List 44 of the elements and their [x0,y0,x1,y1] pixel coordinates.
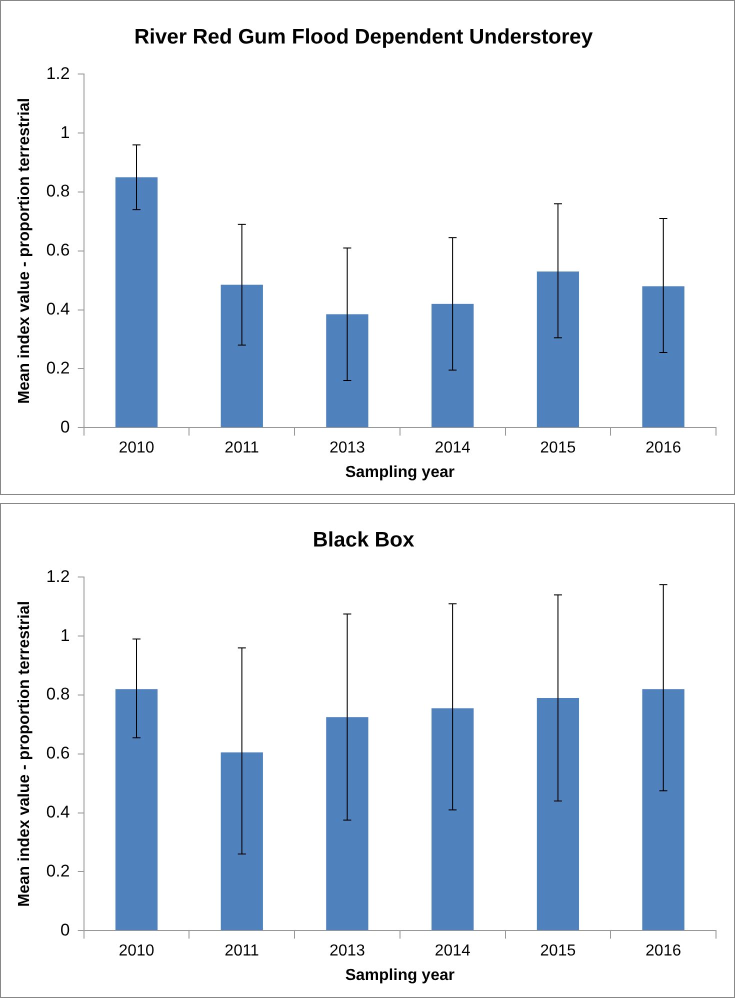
y-tick-label: 0.4 [46,802,70,822]
chart-title: Black Box [312,528,415,552]
y-tick-label: 0.8 [46,182,70,201]
bar [536,698,580,930]
y-axis-title: Mean index value - proportion terrestrial [16,98,34,404]
x-tick-label: 2015 [540,440,576,457]
x-axis-title: Sampling year [345,966,455,984]
y-tick-label: 0.6 [46,240,70,260]
x-tick-label: 2014 [434,440,470,457]
x-tick-label: 2013 [329,942,366,960]
x-tick-label: 2013 [329,440,366,457]
y-tick-label: 0.4 [46,299,70,318]
bar [642,286,684,428]
bar [326,717,368,930]
y-tick-label: 0.8 [46,684,70,704]
y-tick-label: 0.2 [46,358,70,378]
y-tick-label: 1 [60,122,70,142]
x-axis-title: Sampling year [345,464,455,481]
y-tick-label: 0 [60,920,70,940]
y-tick-label: 1.2 [46,566,70,586]
bar [220,752,263,930]
x-tick-label: 2011 [224,440,260,457]
chart-title: River Red Gum Flood Dependent Understorey [134,25,594,48]
y-tick-label: 0 [60,417,70,436]
y-tick-label: 0.6 [46,744,70,763]
bar [432,304,474,428]
y-tick-label: 0.2 [46,861,70,880]
y-tick-label: 1 [60,626,70,645]
x-tick-label: 2016 [646,942,682,960]
bar [220,284,263,428]
y-axis-title: Mean index value - proportion terrestrial [16,600,34,907]
bar [536,272,580,428]
bar [326,314,368,428]
x-tick-label: 2015 [540,942,576,960]
bar [642,689,684,930]
x-tick-label: 2014 [434,942,470,960]
x-tick-label: 2010 [118,942,154,960]
x-tick-label: 2011 [224,942,260,960]
y-tick-label: 1.2 [46,64,70,83]
bar [115,689,158,930]
x-tick-label: 2010 [118,440,154,457]
bar [432,708,474,930]
x-tick-label: 2016 [646,440,682,457]
bar [115,177,158,428]
